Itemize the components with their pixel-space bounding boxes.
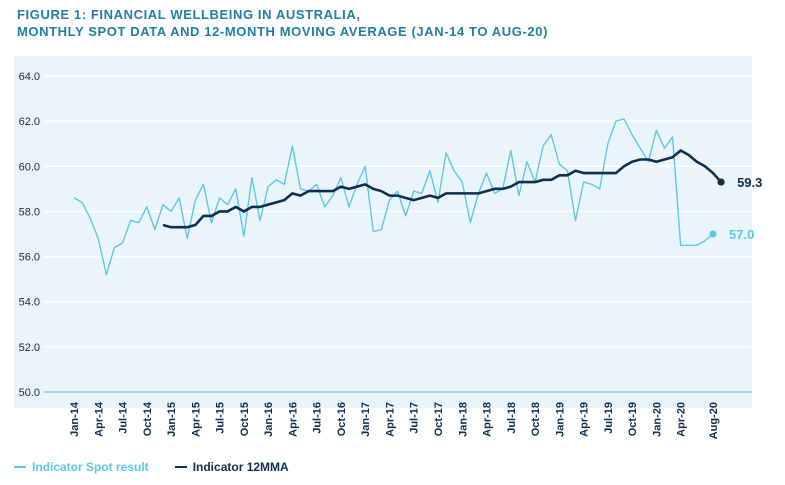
x-tick-label: Jul-15 — [215, 402, 227, 434]
y-tick-label: 58.0 — [19, 206, 40, 218]
gridlines — [44, 75, 752, 393]
x-tick-label: Oct-16 — [336, 402, 348, 436]
series-end-marker-spot — [709, 230, 717, 238]
plot-area — [14, 56, 752, 408]
legend-swatch-spot — [14, 466, 26, 468]
x-tick-label: Apr-19 — [579, 402, 591, 437]
x-tick-label: Oct-17 — [433, 402, 445, 436]
y-tick-label: 50.0 — [19, 387, 40, 399]
x-tick-label: Apr-18 — [482, 402, 494, 437]
y-tick-label: 54.0 — [19, 297, 40, 309]
x-tick-label: Jan-14 — [69, 401, 81, 437]
series-layer: 57.0 59.3 — [73, 118, 762, 276]
legend-swatch-mma — [174, 466, 187, 468]
x-tick-label: Apr-20 — [676, 402, 688, 437]
line-chart: 50.0 52.0 54.0 56.0 58.0 60.0 62.0 64.0 Jan-14 A… — [14, 56, 762, 439]
x-tick-label: Apr-15 — [190, 402, 202, 437]
series-end-label-spot: 57.0 — [729, 227, 754, 242]
x-tick-label: Jan-20 — [651, 402, 663, 437]
y-tick-label: 62.0 — [19, 116, 40, 128]
series-end-marker-mma — [717, 178, 725, 186]
y-tick-label: 52.0 — [19, 342, 40, 354]
series-line-mma — [162, 149, 723, 229]
x-tick-label: Oct-14 — [142, 401, 154, 436]
x-tick-label: Aug-20 — [708, 402, 720, 439]
x-tick-label: Jan-19 — [554, 402, 566, 437]
series-end-label-mma: 59.3 — [737, 175, 762, 190]
x-axis: Jan-14 Apr-14 Jul-14 Oct-14 Jan-15 Apr-15 Jul-… — [69, 401, 720, 439]
legend-label-mma: Indicator 12MMA — [192, 460, 289, 474]
x-tick-label: Jan-16 — [263, 402, 275, 437]
x-tick-label: Apr-17 — [384, 402, 396, 437]
legend-item-mma: Indicator 12MMA — [174, 460, 289, 474]
x-tick-label: Apr-14 — [93, 401, 105, 437]
x-tick-label: Jul-18 — [506, 402, 518, 434]
x-tick-label: Oct-19 — [627, 402, 639, 436]
x-tick-label: Apr-16 — [287, 402, 299, 437]
y-tick-label: 56.0 — [19, 252, 40, 264]
x-tick-label: Jul-16 — [312, 402, 324, 434]
chart-title: FIGURE 1: FINANCIAL WELLBEING IN AUSTRAL… — [17, 6, 548, 40]
x-tick-label: Jul-19 — [603, 402, 615, 434]
y-tick-label: 64.0 — [19, 71, 40, 83]
chart-title-line-2: MONTHLY SPOT DATA AND 12-MONTH MOVING AV… — [17, 24, 548, 39]
x-tick-label: Jul-14 — [118, 401, 130, 434]
y-tick-label: 60.0 — [19, 161, 40, 173]
x-tick-label: Jul-17 — [409, 402, 421, 434]
x-tick-label: Jan-15 — [166, 402, 178, 437]
legend: Indicator Spot result Indicator 12MMA — [14, 460, 315, 474]
x-tick-label: Oct-15 — [239, 402, 251, 436]
x-tick-label: Oct-18 — [530, 402, 542, 436]
chart-title-line-1: FIGURE 1: FINANCIAL WELLBEING IN AUSTRAL… — [17, 7, 361, 22]
legend-item-spot: Indicator Spot result — [14, 460, 149, 474]
y-axis: 50.0 52.0 54.0 56.0 58.0 60.0 62.0 64.0 — [19, 71, 40, 399]
x-tick-label: Jan-18 — [457, 402, 469, 437]
legend-label-spot: Indicator Spot result — [32, 460, 149, 474]
x-tick-label: Jan-17 — [360, 402, 372, 437]
